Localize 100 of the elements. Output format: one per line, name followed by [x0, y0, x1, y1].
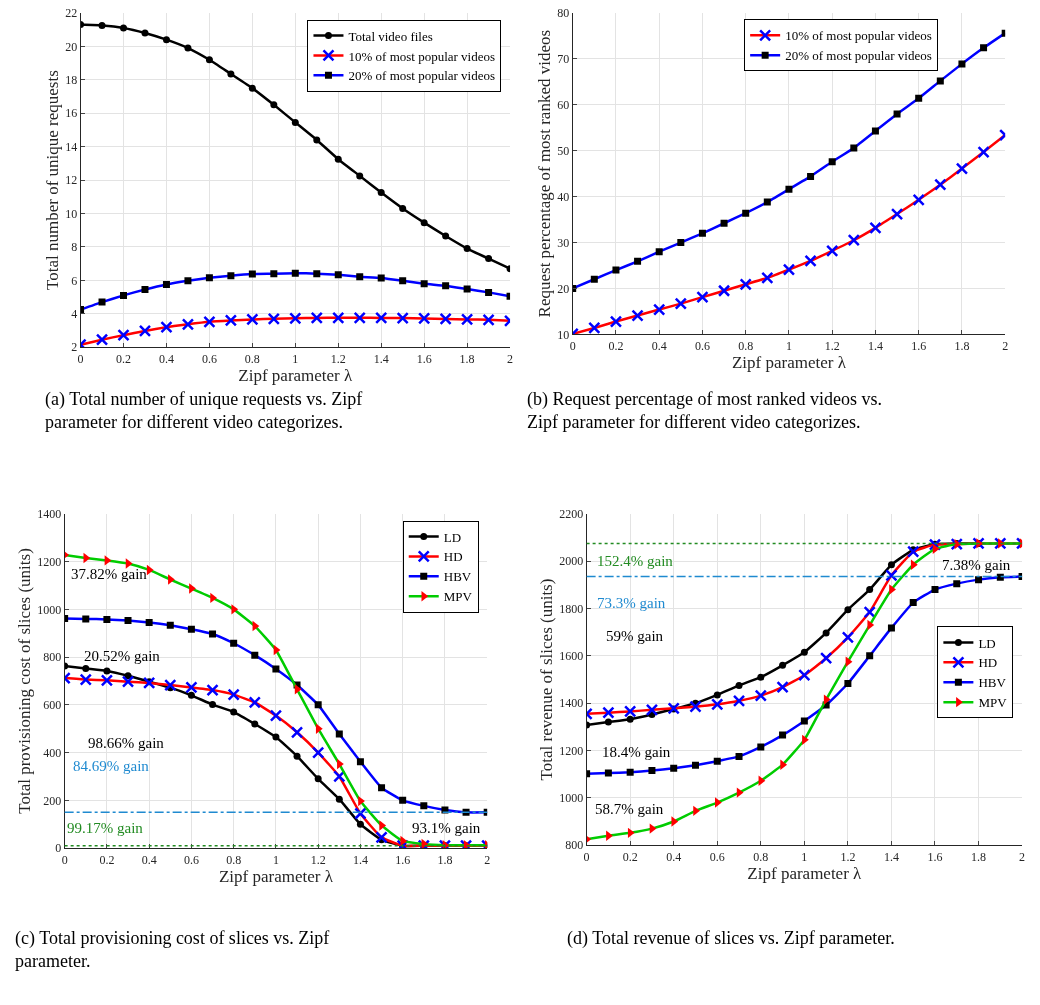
y-tick-label: 60 [557, 97, 570, 112]
x-tick-label: 0.6 [709, 849, 725, 864]
x-tick-label: 2 [1002, 338, 1009, 353]
legend-label: 10% of most popular videos [348, 48, 496, 64]
x-tick-label: 1.8 [437, 852, 453, 867]
y-tick-label: 8 [71, 240, 78, 255]
x-tick-label: 1.8 [971, 849, 987, 864]
legend-label: 10% of most popular videos [785, 28, 932, 44]
y-axis-title: Total number of unique requests [42, 70, 62, 290]
x-tick-label: 1 [272, 852, 279, 867]
y-tick-label: 20 [557, 281, 570, 296]
y-tick-label: 18 [65, 72, 78, 87]
y-tick-label: 80 [557, 6, 570, 21]
y-tick-label: 50 [557, 143, 570, 158]
text: (a) Total number of unique requests vs. Zipf parameter for different video categorizes. [45, 389, 363, 433]
y-tick-label: 10 [65, 206, 78, 221]
y-tick-label: 4 [71, 306, 78, 321]
y-tick-label: 40 [557, 189, 570, 204]
x-tick-label: 1.6 [911, 338, 927, 353]
x-tick-label: 1.6 [395, 852, 411, 867]
x-tick-label: 0.6 [183, 852, 199, 867]
text: (b) Request percentage of most ranked videos vs. Zipf parameter for different video categorizes. [527, 389, 882, 433]
legend-label: HD [978, 655, 998, 671]
annotation: 20.52% gain [84, 648, 161, 664]
x-axis-title: Zipf parameter λ [747, 863, 863, 883]
text: (d) Total revenue of slices vs. Zipf parameter. [567, 928, 895, 949]
y-axis-title: Request percentage of most ranked videos [534, 29, 554, 318]
text: (c) Total provisioning cost of slices vs. Zipf parameter. [15, 928, 330, 972]
y-tick-label: 1600 [559, 649, 584, 664]
x-tick-label: 0.4 [141, 852, 157, 867]
y-tick-label: 6 [71, 273, 78, 288]
y-tick-label: 1200 [37, 554, 62, 569]
x-tick-label: 0.8 [226, 852, 242, 867]
x-tick-label: 0.4 [158, 351, 174, 366]
y-tick-label: 12 [65, 173, 78, 188]
y-tick-label: 1400 [37, 507, 62, 522]
x-tick-label: 0.8 [753, 849, 769, 864]
y-tick-label: 10 [557, 327, 570, 342]
y-tick-label: 1400 [559, 696, 584, 711]
x-tick-label: 0.2 [622, 849, 638, 864]
x-tick-label: 0.2 [99, 852, 115, 867]
x-tick-label: 0.2 [608, 338, 624, 353]
x-tick-label: 1 [292, 351, 299, 366]
annotation: 7.38% gain [942, 557, 1011, 573]
annotation: 93.1% gain [412, 820, 481, 836]
legend-label: HD [443, 549, 463, 565]
x-tick-label: 2 [1019, 849, 1026, 864]
y-axis-title: Total provisioning cost of slices (units) [14, 548, 34, 814]
legend-label: LD [978, 635, 996, 651]
x-tick-label: 0.6 [201, 351, 217, 366]
x-tick-label: 0.8 [738, 338, 754, 353]
x-tick-label: 1.6 [416, 351, 432, 366]
legend-label: MPV [443, 589, 473, 605]
annotation: 59% gain [606, 628, 664, 644]
y-tick-label: 20 [65, 39, 78, 54]
y-tick-label: 1800 [559, 601, 584, 616]
annotation: 58.7% gain [595, 801, 664, 817]
legend-label: MPV [978, 695, 1008, 711]
annotation: 84.69% gain [73, 758, 150, 774]
y-tick-label: 1200 [559, 743, 584, 758]
x-axis-title: Zipf parameter λ [238, 365, 354, 385]
y-tick-label: 70 [557, 52, 570, 67]
x-tick-label: 1.2 [824, 338, 840, 353]
y-tick-label: 30 [557, 235, 570, 250]
x-tick-label: 1.2 [310, 852, 326, 867]
x-tick-label: 1 [785, 338, 792, 353]
x-tick-label: 0.8 [244, 351, 260, 366]
x-tick-label: 2 [507, 351, 514, 366]
y-tick-label: 1000 [37, 602, 62, 617]
y-tick-label: 16 [65, 106, 78, 121]
x-tick-label: 1.8 [459, 351, 475, 366]
y-tick-label: 800 [565, 838, 584, 853]
y-tick-label: 14 [65, 139, 78, 154]
x-tick-label: 1.4 [373, 351, 389, 366]
annotation: 37.82% gain [71, 566, 148, 582]
x-tick-label: 1.2 [840, 849, 856, 864]
x-tick-label: 1.4 [352, 852, 368, 867]
y-tick-label: 2200 [559, 507, 584, 522]
legend-label: HBV [978, 675, 1007, 691]
y-tick-label: 200 [43, 793, 62, 808]
annotation: 18.4% gain [602, 744, 671, 760]
x-axis-title: Zipf parameter λ [218, 866, 334, 886]
annotation: 152.4% gain [597, 553, 674, 569]
y-tick-label: 600 [43, 698, 62, 713]
x-tick-label: 0.2 [116, 351, 131, 366]
x-tick-label: 0.4 [666, 849, 682, 864]
annotation: 98.66% gain [88, 735, 165, 751]
x-tick-label: 1.2 [330, 351, 346, 366]
y-tick-label: 22 [65, 6, 78, 21]
annotation: 73.3% gain [597, 595, 666, 611]
legend-label: 20% of most popular videos [348, 68, 496, 84]
annotation: 99.17% gain [67, 820, 144, 836]
y-tick-label: 2000 [559, 554, 584, 569]
legend-label: 20% of most popular videos [785, 48, 932, 64]
legend-label: LD [443, 529, 462, 545]
y-tick-label: 800 [43, 650, 62, 665]
x-tick-label: 1.4 [867, 338, 883, 353]
x-tick-label: 1.4 [883, 849, 899, 864]
legend-label: Total video files [348, 28, 433, 44]
x-tick-label: 1.6 [927, 849, 943, 864]
